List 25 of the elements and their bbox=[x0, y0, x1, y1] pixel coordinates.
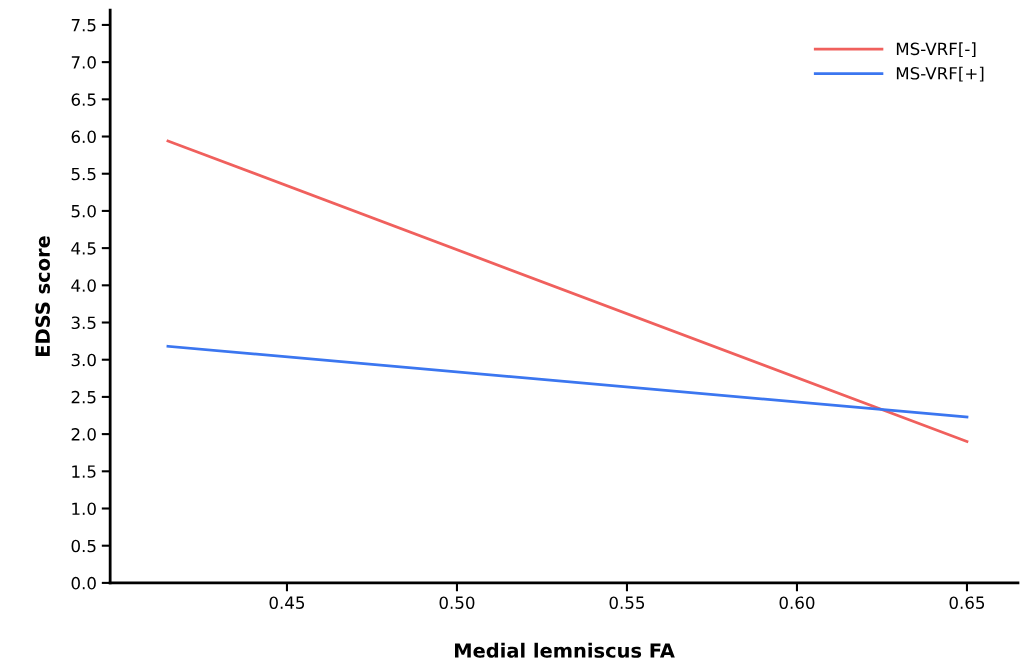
legend-label: MS-VRF[-] bbox=[896, 42, 976, 58]
y-tick-label: 6.0 bbox=[71, 130, 96, 144]
y-tick-label: 3.5 bbox=[71, 316, 96, 330]
y-tick-label: 5.0 bbox=[71, 204, 96, 218]
x-tick-label: 0.60 bbox=[779, 596, 815, 609]
x-tick-label: 0.55 bbox=[609, 596, 645, 609]
x-tick-label: 0.50 bbox=[439, 596, 475, 609]
y-tick-label: 1.0 bbox=[72, 502, 96, 516]
x-tick-label: 0.45 bbox=[269, 596, 305, 609]
y-tick-label: 6.5 bbox=[71, 93, 96, 106]
x-axis-title: Medial lemniscus FA bbox=[455, 642, 675, 658]
x-tick-label: 0.65 bbox=[949, 596, 985, 609]
y-tick-label: 2.5 bbox=[71, 390, 96, 404]
y-tick-label: 5.5 bbox=[71, 167, 96, 181]
y-tick-label: 0.0 bbox=[71, 576, 96, 590]
y-tick-label: 2.0 bbox=[71, 428, 96, 441]
y-tick-label: 7.5 bbox=[71, 19, 96, 32]
y-tick-label: 1.5 bbox=[72, 465, 96, 478]
y-tick-label: 4.0 bbox=[71, 279, 96, 292]
y-tick-label: 0.5 bbox=[71, 539, 96, 553]
y-tick-label: 4.5 bbox=[71, 242, 96, 255]
y-tick-label: 7.0 bbox=[71, 56, 96, 69]
y-axis-title: EDSS score bbox=[35, 236, 51, 356]
legend-label: MS-VRF[+] bbox=[896, 66, 984, 82]
y-tick-label: 3.0 bbox=[71, 353, 96, 367]
